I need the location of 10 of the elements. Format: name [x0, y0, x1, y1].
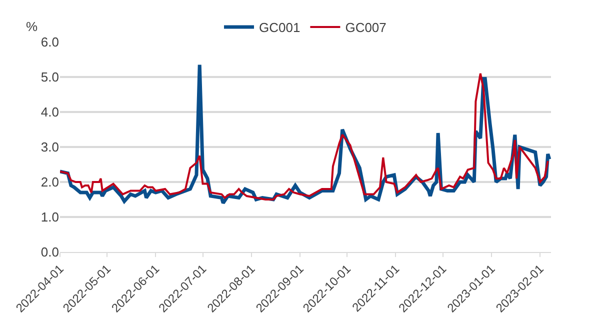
- y-tick-label: 1.0: [40, 210, 59, 225]
- y-tick-label: 3.0: [40, 140, 59, 155]
- y-tick-label: 4.0: [40, 104, 59, 120]
- y-tick-label: 2.0: [40, 174, 59, 190]
- y-tick-label: 0.0: [40, 244, 59, 260]
- legend-label: GC001: [259, 20, 300, 36]
- y-axis-title: %: [26, 19, 38, 34]
- y-tick-label: 6.0: [40, 34, 59, 50]
- y-tick-label: 5.0: [40, 70, 59, 85]
- legend-label: GC007: [345, 20, 386, 36]
